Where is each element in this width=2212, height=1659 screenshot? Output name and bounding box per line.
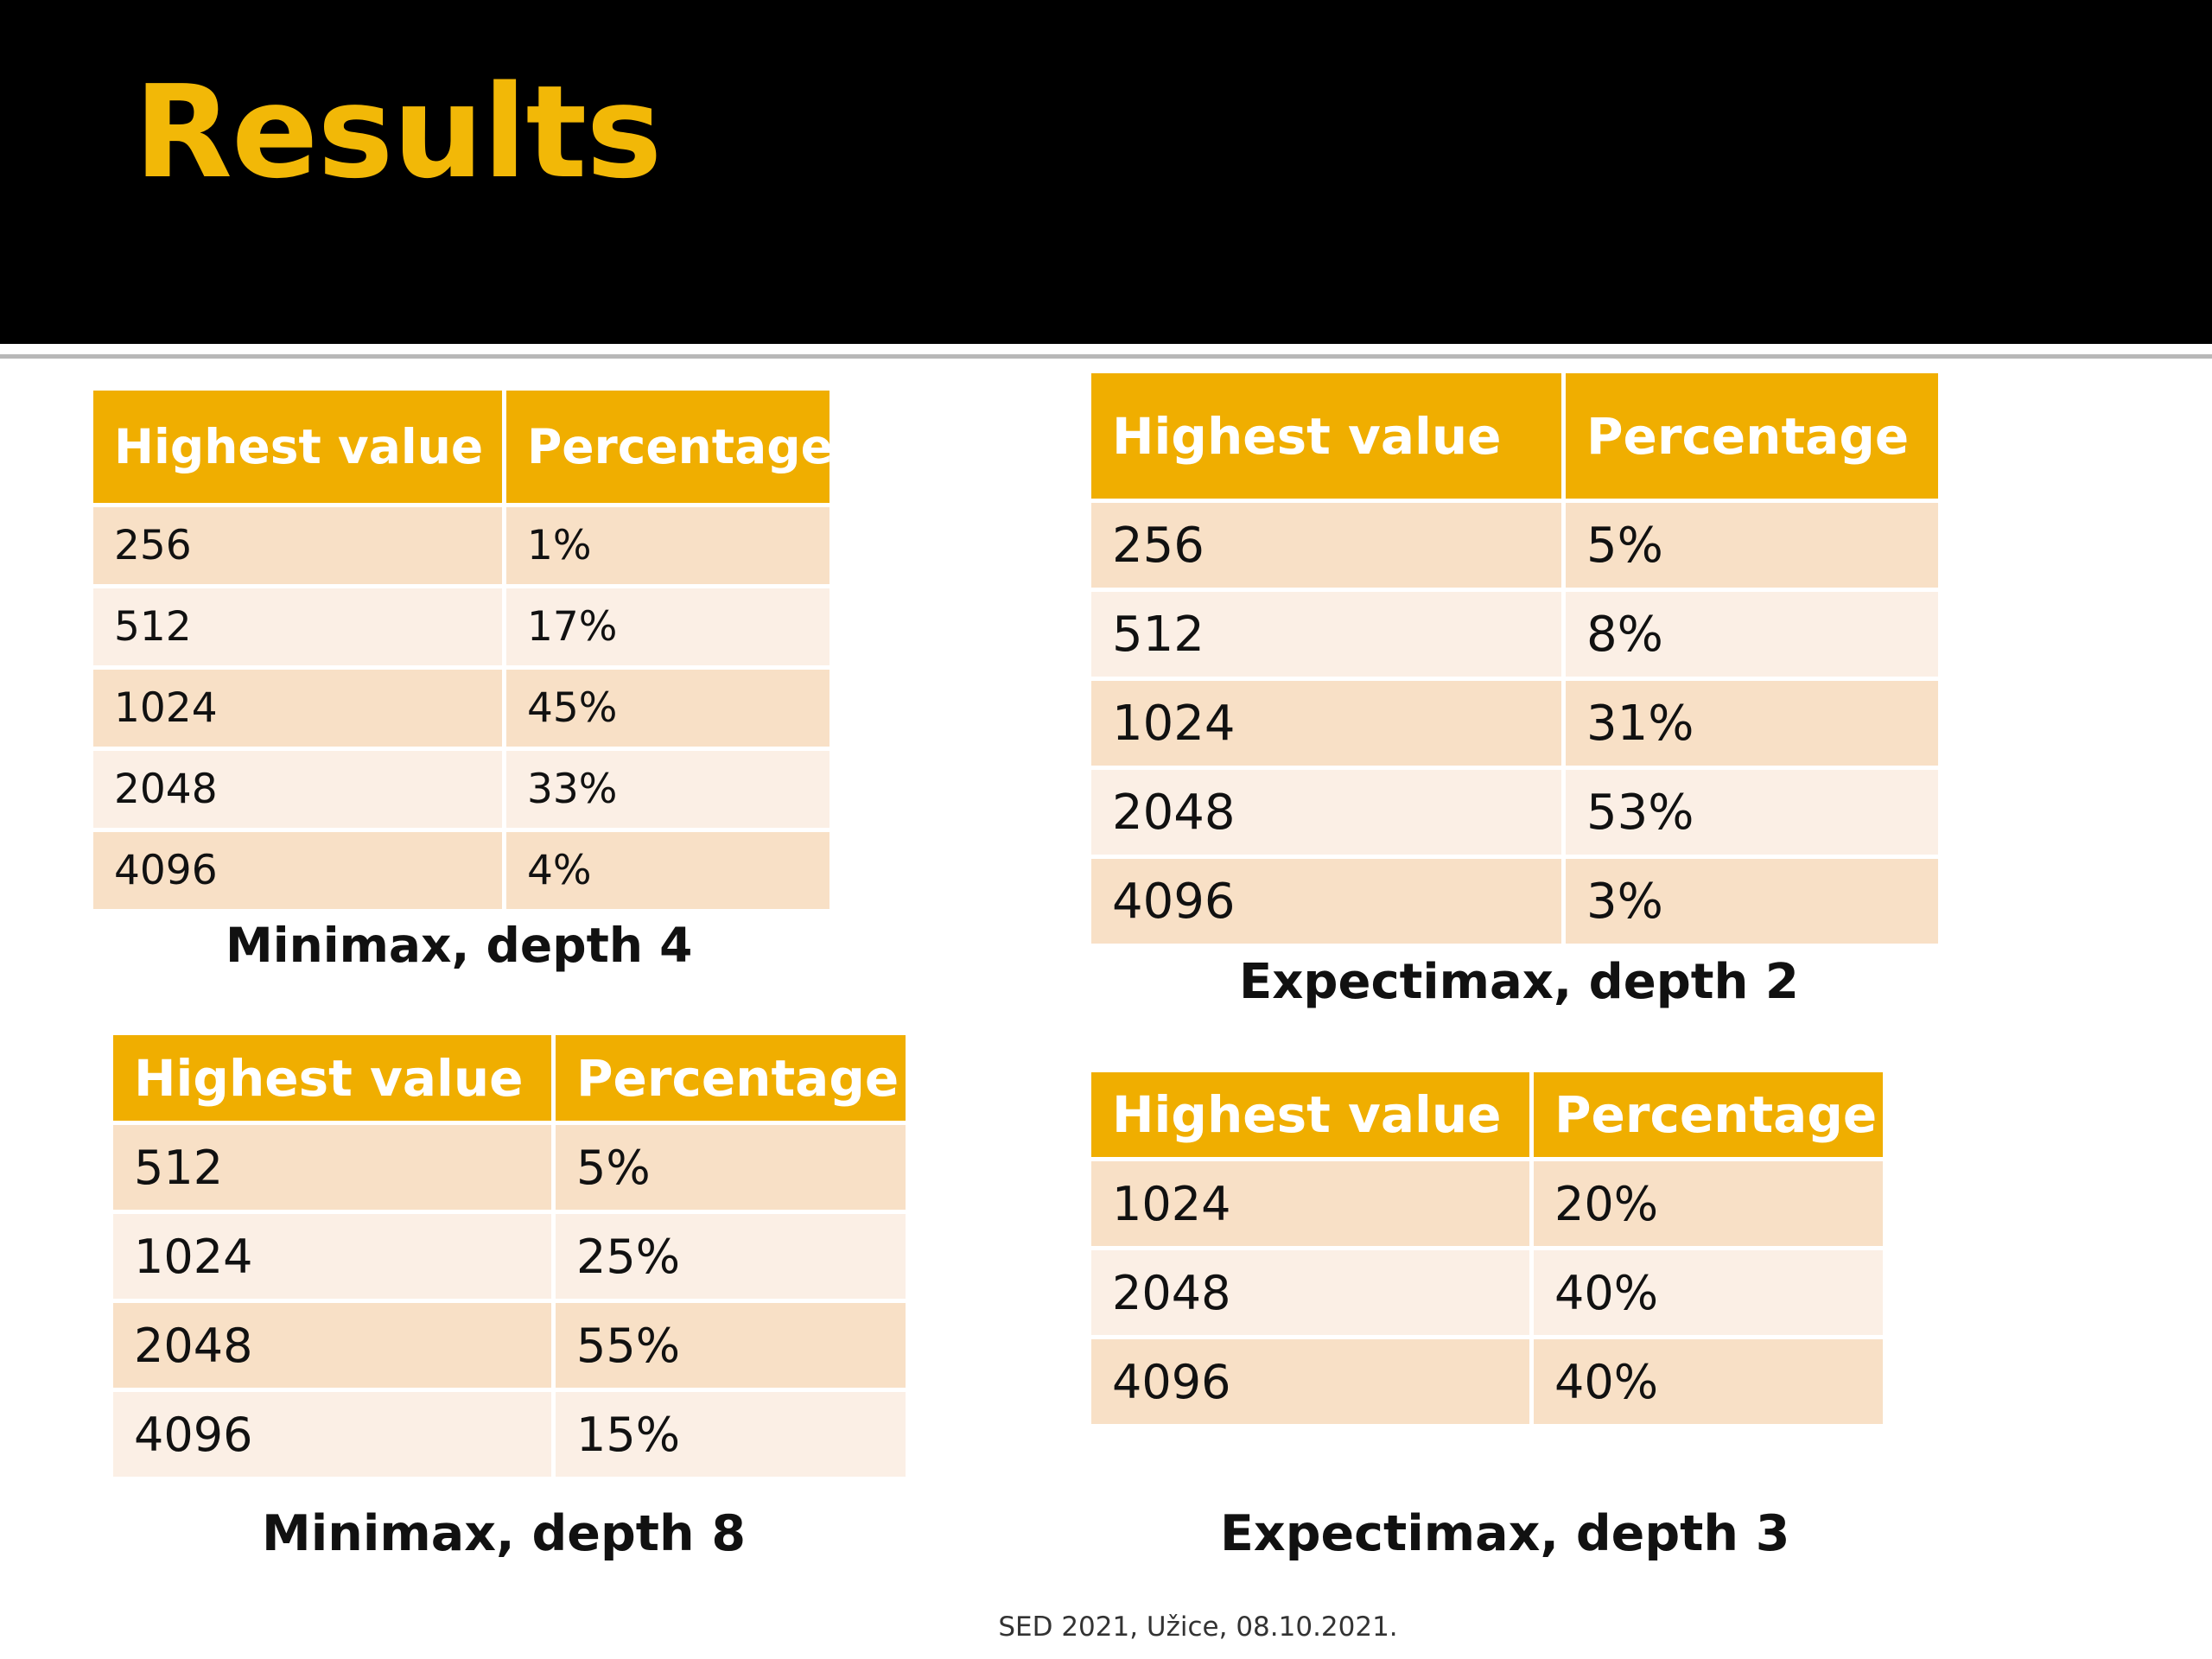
percentage-cell: 25% [551, 1210, 910, 1303]
expectimax-depth-3-table: Highest value Percentage 1024 20% 2048 4… [1087, 1068, 1887, 1428]
table-row: 256 1% [89, 503, 834, 588]
slide-header-bar [0, 0, 2212, 344]
highest-value-cell: 1024 [1087, 1157, 1534, 1250]
highest-value-cell: 4096 [1087, 855, 1566, 948]
table-row: 256 5% [1087, 499, 1942, 592]
column-header-percentage: Percentage [551, 1031, 910, 1125]
highest-value-cell: 2048 [89, 747, 506, 832]
table-header-row: Highest value Percentage [1087, 1068, 1887, 1161]
highest-value-cell: 1024 [109, 1210, 556, 1303]
percentage-cell: 8% [1561, 588, 1942, 681]
table-header-row: Highest value Percentage [109, 1031, 910, 1125]
header-divider [0, 354, 2212, 359]
percentage-cell: 5% [551, 1121, 910, 1214]
expectimax-depth-3-caption: Expectimax, depth 3 [1220, 1505, 1790, 1562]
table-header-row: Highest value Percentage [1087, 369, 1942, 503]
column-header-highest-value: Highest value [1087, 1068, 1534, 1161]
highest-value-cell: 2048 [1087, 1246, 1534, 1339]
table-row: 2048 53% [1087, 766, 1942, 859]
minimax-depth-8-caption: Minimax, depth 8 [262, 1505, 747, 1562]
percentage-cell: 20% [1529, 1157, 1887, 1250]
highest-value-cell: 4096 [89, 828, 506, 913]
highest-value-cell: 512 [1087, 588, 1566, 681]
percentage-cell: 45% [502, 665, 834, 751]
percentage-cell: 53% [1561, 766, 1942, 859]
minimax-depth-4-caption: Minimax, depth 4 [226, 918, 693, 973]
column-header-highest-value: Highest value [1087, 369, 1566, 503]
percentage-cell: 15% [551, 1388, 910, 1481]
slide-footer: SED 2021, Užice, 08.10.2021. [998, 1611, 1398, 1643]
percentage-cell: 4% [502, 828, 834, 913]
column-header-highest-value: Highest value [109, 1031, 556, 1125]
table-row: 512 5% [109, 1121, 910, 1214]
percentage-cell: 40% [1529, 1335, 1887, 1428]
table-row: 512 8% [1087, 588, 1942, 681]
percentage-cell: 3% [1561, 855, 1942, 948]
highest-value-cell: 512 [89, 584, 506, 670]
highest-value-cell: 2048 [109, 1299, 556, 1392]
column-header-percentage: Percentage [502, 386, 834, 507]
highest-value-cell: 256 [1087, 499, 1566, 592]
percentage-cell: 5% [1561, 499, 1942, 592]
table-header-row: Highest value Percentage [89, 386, 834, 507]
percentage-cell: 40% [1529, 1246, 1887, 1339]
slide-title: Results [134, 58, 662, 207]
highest-value-cell: 4096 [109, 1388, 556, 1481]
highest-value-cell: 4096 [1087, 1335, 1534, 1428]
table-row: 2048 40% [1087, 1246, 1887, 1339]
highest-value-cell: 1024 [1087, 677, 1566, 770]
table-row: 1024 45% [89, 665, 834, 751]
table-row: 1024 20% [1087, 1157, 1887, 1250]
table-row: 4096 4% [89, 828, 834, 913]
table-row: 4096 15% [109, 1388, 910, 1481]
percentage-cell: 17% [502, 584, 834, 670]
highest-value-cell: 2048 [1087, 766, 1566, 859]
highest-value-cell: 256 [89, 503, 506, 588]
percentage-cell: 55% [551, 1299, 910, 1392]
table-row: 512 17% [89, 584, 834, 670]
expectimax-depth-2-table: Highest value Percentage 256 5% 512 8% 1… [1087, 369, 1942, 948]
table-row: 4096 3% [1087, 855, 1942, 948]
table-row: 4096 40% [1087, 1335, 1887, 1428]
table-row: 2048 55% [109, 1299, 910, 1392]
column-header-percentage: Percentage [1561, 369, 1942, 503]
percentage-cell: 1% [502, 503, 834, 588]
column-header-percentage: Percentage [1529, 1068, 1887, 1161]
table-row: 2048 33% [89, 747, 834, 832]
minimax-depth-4-table: Highest value Percentage 256 1% 512 17% … [89, 386, 834, 913]
expectimax-depth-2-caption: Expectimax, depth 2 [1239, 954, 1799, 1010]
table-row: 1024 31% [1087, 677, 1942, 770]
percentage-cell: 33% [502, 747, 834, 832]
table-row: 1024 25% [109, 1210, 910, 1303]
column-header-highest-value: Highest value [89, 386, 506, 507]
percentage-cell: 31% [1561, 677, 1942, 770]
minimax-depth-8-table: Highest value Percentage 512 5% 1024 25%… [109, 1031, 910, 1481]
highest-value-cell: 1024 [89, 665, 506, 751]
highest-value-cell: 512 [109, 1121, 556, 1214]
